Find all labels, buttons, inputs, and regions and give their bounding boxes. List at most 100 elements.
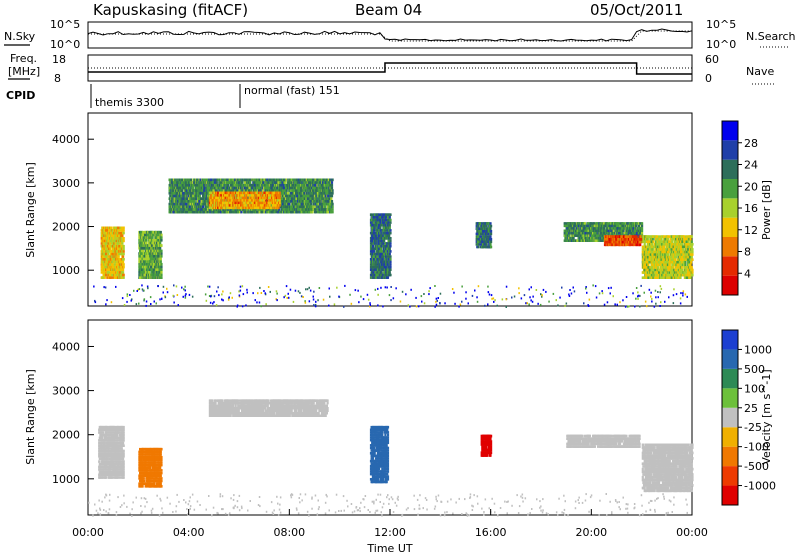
heat-cell: [106, 231, 109, 235]
heat-cell: [262, 199, 266, 202]
heat-cell: [297, 205, 300, 209]
heat-cell: [160, 249, 163, 253]
heat-cell: [295, 189, 298, 192]
heat-cell: [230, 196, 233, 200]
heat-cell: [388, 255, 391, 258]
heat-cell: [120, 265, 123, 269]
heat-cell: [237, 204, 240, 207]
heat-cell: [378, 221, 381, 224]
heat-cell: [194, 191, 197, 195]
heat-cell: [189, 197, 192, 200]
heat-cell: [293, 200, 296, 203]
freq-tick-bottom: 8: [54, 72, 61, 85]
heat-cell: [237, 194, 240, 197]
heat-cell: [145, 276, 148, 279]
heat-cell: [281, 186, 284, 190]
heat-cell: [385, 255, 388, 258]
heat-cell: [371, 237, 374, 240]
heat-cell: [379, 221, 383, 224]
heat-cell: [312, 197, 315, 200]
heat-cell: [308, 200, 311, 203]
heat-cell: [150, 244, 154, 247]
heat-cell: [122, 229, 125, 232]
heat-cell: [290, 205, 293, 209]
heat-cell: [247, 191, 250, 195]
heat-cell: [374, 244, 377, 248]
heat-cell: [154, 273, 157, 277]
heat-cell: [267, 206, 270, 210]
heat-cell: [487, 232, 490, 236]
heat-cell: [259, 204, 262, 207]
heat-cell: [374, 271, 377, 274]
heat-cell: [237, 208, 240, 211]
heat-cell: [226, 201, 229, 205]
heat-cell: [160, 238, 163, 242]
heat-cell: [150, 249, 153, 253]
freq-panel: Freq. [MHz] 18 8 60 0 Nave: [8, 52, 776, 85]
heat-cell: [477, 224, 480, 228]
heat-cell: [142, 268, 145, 271]
heat-cell: [383, 223, 386, 227]
heat-cell: [152, 257, 155, 261]
heat-cell: [213, 186, 216, 190]
heat-cell: [383, 229, 386, 232]
heat-cell: [147, 254, 150, 258]
heat-cell: [195, 181, 198, 184]
heat-cell: [296, 208, 300, 211]
cpid-label: CPID: [6, 89, 35, 102]
heat-cell: [100, 271, 103, 274]
heat-cell: [159, 249, 162, 253]
heat-cell: [330, 194, 334, 198]
heat-cell: [103, 239, 106, 243]
heat-cell: [238, 189, 241, 192]
heat-cell: [232, 189, 235, 192]
heat-cell: [109, 247, 112, 251]
heat-cell: [281, 202, 284, 206]
heat-cell: [209, 196, 212, 200]
heat-cell: [111, 258, 114, 261]
heat-cell: [258, 194, 261, 197]
heat-cell: [321, 202, 324, 206]
heat-cell: [178, 200, 181, 203]
heat-cell: [231, 210, 234, 214]
heat-cell: [383, 271, 386, 274]
heat-cell: [296, 194, 299, 198]
heat-cell: [102, 260, 105, 264]
heat-cell: [201, 202, 204, 206]
heat-cell: [147, 265, 150, 269]
heat-cell: [105, 273, 108, 277]
heat-cell: [117, 247, 120, 251]
heat-cell: [220, 194, 223, 197]
heat-cell: [328, 208, 331, 211]
heat-cell: [193, 181, 196, 184]
heat-cell: [184, 202, 188, 206]
heat-cell: [265, 204, 268, 207]
heat-cell: [178, 181, 181, 184]
heat-cell: [239, 191, 242, 195]
heat-cell: [196, 194, 199, 198]
heat-cell: [226, 210, 229, 214]
heat-cell: [143, 276, 146, 279]
heat-cell: [371, 260, 374, 264]
heat-cell: [288, 194, 291, 198]
heat-cell: [168, 191, 171, 195]
heat-cell: [268, 183, 271, 187]
heat-cell: [206, 205, 209, 209]
heat-cell: [389, 258, 392, 261]
heat-cell: [288, 202, 291, 206]
heat-cell: [141, 252, 144, 255]
heat-cell: [266, 181, 269, 184]
heat-cell: [248, 186, 251, 190]
heat-cell: [247, 194, 250, 197]
heat-cell: [271, 201, 274, 205]
heat-cell: [175, 200, 178, 203]
heat-cell: [218, 204, 222, 207]
cpid-mode-0: themis 3300: [95, 96, 164, 109]
heat-cell: [141, 244, 144, 247]
heat-cell: [240, 194, 243, 197]
heat-cell: [212, 194, 215, 197]
heat-cell: [172, 210, 176, 214]
heat-cell: [325, 183, 328, 187]
heat-cell: [176, 194, 179, 198]
heat-cell: [144, 268, 147, 271]
